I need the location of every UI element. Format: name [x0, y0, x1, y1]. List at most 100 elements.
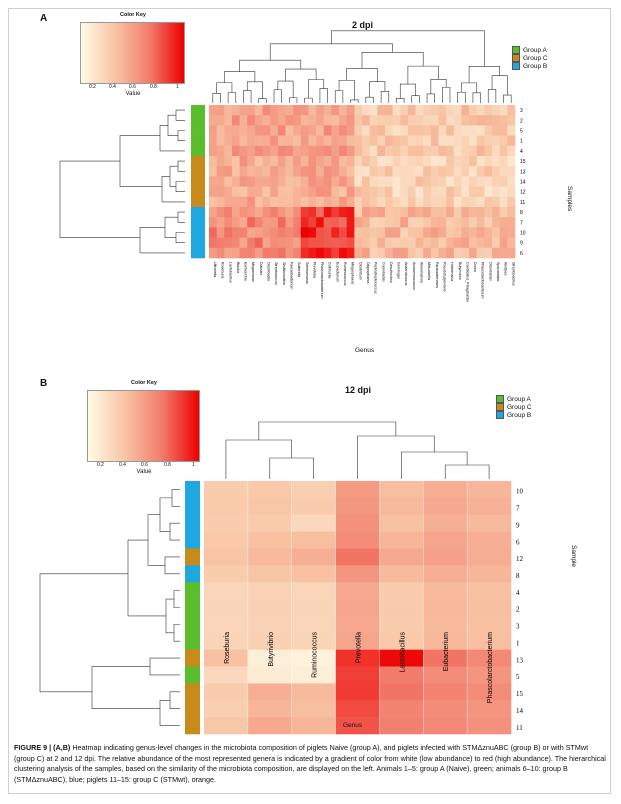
group-color-bar: [185, 514, 200, 532]
dendrogram-branch: [468, 66, 500, 83]
heatmap-cell: [262, 105, 271, 116]
sample-label: 1: [520, 139, 523, 145]
dendrogram-branch: [167, 114, 178, 136]
heatmap-cell: [262, 145, 271, 157]
genus-label: Eubacterium: [335, 262, 339, 282]
heatmap-cell: [254, 145, 263, 157]
heatmap-cell: [461, 227, 470, 238]
heatmap-cell: [204, 666, 249, 684]
heatmap-cell: [469, 217, 478, 228]
heatmap-cell: [362, 145, 370, 157]
heatmap-cell: [492, 247, 500, 259]
heatmap-cell: [216, 247, 225, 259]
dendrogram-branch: [161, 176, 170, 202]
heatmap-cell: [335, 700, 380, 718]
heatmap-cell: [392, 115, 401, 126]
heatmap-cell: [270, 115, 279, 126]
heatmap-cell: [492, 166, 500, 177]
dendrogram-branch: [461, 82, 478, 93]
dendrogram-branch: [258, 98, 267, 103]
dendrogram-branch: [319, 88, 328, 103]
genus-label: Gemmiger: [397, 262, 401, 280]
genus-label: Escherichia: [244, 262, 248, 281]
heatmap-cell: [247, 683, 293, 701]
heatmap-cell: [467, 481, 512, 499]
genus-label: Candidatus_Pelagibacter: [465, 262, 469, 303]
heatmap-cell: [339, 196, 347, 208]
sample-label: 9: [520, 241, 523, 247]
dendrogram-branch: [273, 89, 282, 103]
dendrogram-branch: [149, 657, 180, 676]
heatmap-cell: [239, 176, 248, 187]
heatmap-cell: [377, 186, 386, 198]
heatmap-cell: [379, 582, 424, 600]
genus-label: Megamonas: [251, 262, 255, 282]
heatmap-cell: [247, 196, 256, 208]
heatmap-cell: [247, 207, 256, 218]
dendrogram-branch: [169, 165, 178, 187]
group-color-bar: [191, 145, 205, 157]
heatmap-cell: [346, 115, 355, 126]
dendrogram-branch: [173, 624, 180, 642]
heatmap-cell: [216, 105, 225, 116]
heatmap-cell: [476, 166, 485, 177]
legend-swatch: [512, 54, 520, 62]
heatmap-cell: [407, 156, 416, 167]
heatmap-cell: [423, 145, 432, 157]
heatmap-cell: [354, 237, 363, 249]
heatmap-cell: [308, 186, 317, 198]
heatmap-cell: [499, 237, 508, 249]
heatmap-cell: [293, 125, 302, 136]
heatmap-cell: [415, 196, 424, 208]
heatmap-cell: [293, 237, 302, 249]
heatmap-cell: [224, 145, 233, 157]
heatmap-cell: [277, 166, 286, 177]
heatmap-cell: [231, 247, 240, 259]
heatmap-cell: [407, 145, 416, 157]
heatmap-cell: [216, 145, 225, 157]
heatmap-cell: [415, 105, 424, 116]
genus-label: Lactobacillus: [228, 262, 232, 283]
heatmap-cell: [308, 105, 317, 116]
heatmap-cell: [293, 207, 302, 218]
heatmap-cell: [384, 176, 393, 187]
heatmap-cell: [377, 207, 386, 218]
heatmap-cell: [224, 217, 233, 228]
heatmap-cell: [377, 217, 386, 228]
genus-label: Coprobacter: [381, 262, 385, 283]
heatmap-cell: [331, 115, 340, 126]
heatmap-cell: [430, 217, 439, 228]
heatmap-cell: [423, 700, 468, 718]
heatmap-cell: [300, 186, 309, 198]
heatmap-cell: [339, 156, 347, 167]
heatmap-cell: [331, 125, 340, 136]
dendrogram-branch: [472, 92, 481, 103]
heatmap-cell: [247, 599, 293, 617]
color-key-title: Color Key: [120, 12, 146, 18]
heatmap-cell: [209, 217, 217, 228]
heatmap-cell: [335, 531, 380, 549]
heatmap-cell: [423, 196, 432, 208]
heatmap-cell: [262, 196, 271, 208]
group-color-bar: [191, 237, 205, 249]
heatmap-cell: [316, 237, 325, 249]
heatmap-cell: [423, 649, 468, 667]
group-color-bar: [185, 615, 200, 634]
genus-label: Odoribacter: [488, 262, 492, 282]
dendrogram-branch: [159, 699, 170, 726]
heatmap-cell: [247, 237, 256, 249]
heatmap-cells: [204, 481, 512, 735]
heatmap-cell: [254, 176, 263, 187]
heatmap-cell: [484, 156, 493, 167]
heatmap-cell: [346, 166, 355, 177]
heatmap-cell: [316, 145, 325, 157]
heatmap-cell: [285, 237, 294, 249]
panel-b-y-axis-label: Sample: [570, 545, 577, 568]
heatmap-cell: [392, 196, 401, 208]
heatmap-cell: [247, 497, 293, 516]
heatmap-cell: [239, 196, 248, 208]
heatmap-cell: [231, 176, 240, 187]
heatmap-cell: [438, 115, 447, 126]
color-key-value-label: Value: [136, 469, 152, 475]
